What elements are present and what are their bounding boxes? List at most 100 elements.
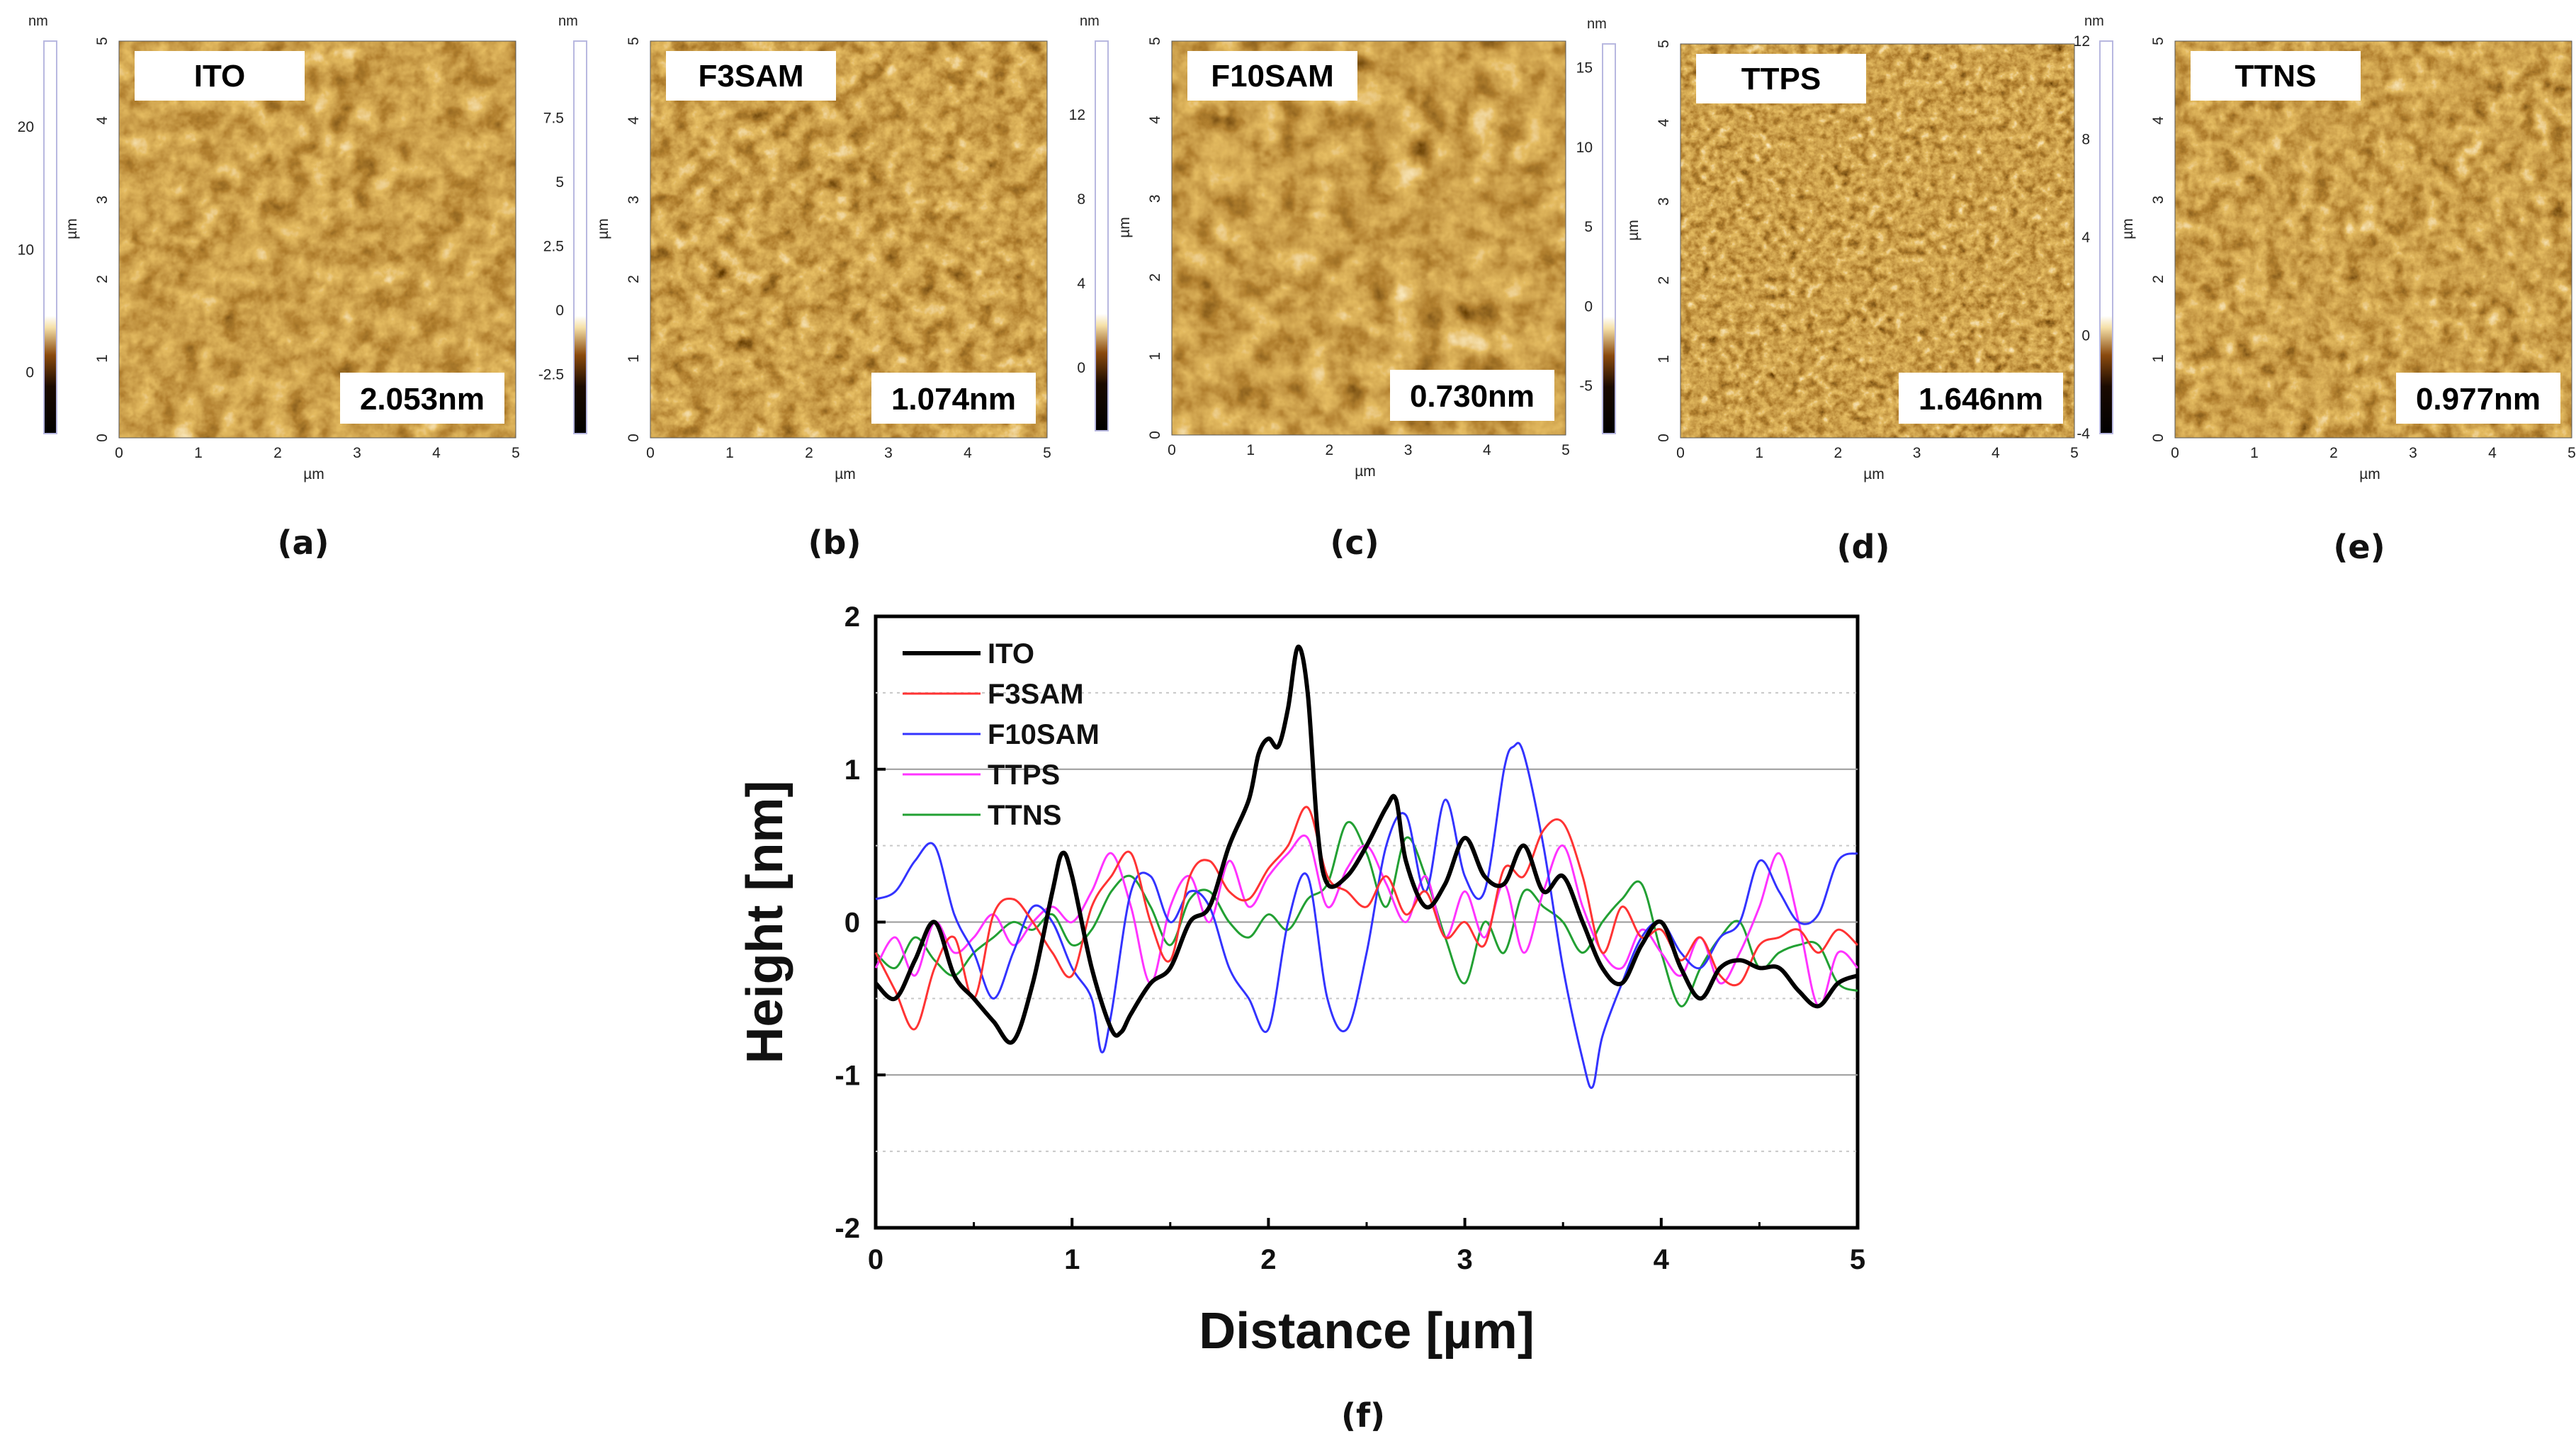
y-axis-unit: µm	[595, 218, 611, 239]
y-tick: 2	[1656, 276, 1672, 285]
panel-label-b: (b)	[808, 524, 862, 562]
y-tick: 4	[94, 116, 111, 125]
x-tick: 4	[1483, 442, 1491, 458]
x-tick: 3	[2409, 445, 2417, 461]
legend: ITO F3SAM F10SAM TTPS TTNS	[903, 638, 1100, 831]
y-tick: 3	[94, 196, 111, 204]
color-scale-d	[1602, 43, 1616, 434]
legend-label: TTNS	[988, 800, 1061, 831]
roughness-c: 0.730nm	[1410, 379, 1535, 414]
y-tick: 1	[1147, 352, 1163, 361]
x-axis-unit: µm	[2359, 466, 2380, 482]
y-tick: 4	[1656, 118, 1672, 127]
scale-tick: 10	[1576, 140, 1593, 156]
x-tick: 0	[2171, 445, 2179, 461]
scale-tick: 10	[18, 242, 34, 258]
legend-label: ITO	[988, 638, 1034, 670]
sample-name-d: TTPS	[1741, 62, 1821, 96]
y-tick: 3	[1656, 198, 1672, 206]
x-axis-unit: µm	[1355, 463, 1376, 480]
y-tick: 4	[626, 116, 642, 125]
x-tick: 5	[2567, 445, 2576, 461]
x-tick: 5	[2070, 445, 2079, 461]
x-tick-label: 2	[1260, 1244, 1276, 1275]
color-scale-e	[2099, 40, 2113, 434]
y-tick: 4	[1147, 115, 1163, 124]
color-scale-a	[43, 40, 57, 434]
x-tick: 0	[115, 445, 123, 461]
height-profile-chart: 0 1 2 3 4 5 -2 -1 0 1 2 ITO F3SAM F10SAM TTPS TTNS Dis…	[737, 601, 1865, 1435]
name-box	[1696, 54, 1866, 103]
y-tick: 5	[94, 37, 111, 45]
x-tick: 4	[2488, 445, 2497, 461]
panel-label-c: (c)	[1330, 524, 1379, 562]
color-scale-b	[573, 40, 587, 434]
scale-unit: nm	[558, 13, 578, 29]
legend-label: TTPS	[988, 759, 1060, 791]
x-tick: 2	[805, 445, 813, 461]
scale-tick: 0	[2081, 328, 2090, 344]
x-axis-unit: µm	[1863, 466, 1885, 482]
x-tick: 4	[964, 445, 972, 461]
scale-tick: 4	[1077, 276, 1085, 292]
y-tick: 5	[626, 37, 642, 45]
scale-tick: 0	[1584, 298, 1593, 315]
x-tick: 4	[1992, 445, 2000, 461]
scale-tick: 12	[1069, 107, 1085, 123]
x-tick: 2	[1326, 442, 1334, 458]
x-tick: 3	[353, 445, 361, 461]
scale-tick: 4	[2081, 230, 2090, 246]
y-tick: 2	[94, 275, 111, 283]
legend-label: F3SAM	[988, 679, 1084, 710]
y-axis-unit: µm	[1117, 217, 1133, 238]
x-tick: 0	[1168, 442, 1176, 458]
y-tick: 1	[1656, 355, 1672, 363]
axis-ticks: 0 1 2 3 4 5 -2 -1 0 1 2	[835, 601, 1865, 1275]
panel-label-f: (f)	[1341, 1396, 1385, 1435]
x-tick-label: 0	[868, 1244, 883, 1275]
series-ito	[874, 645, 1859, 1045]
panel-label-a: (a)	[277, 524, 329, 562]
scale-tick: -5	[1579, 378, 1593, 395]
y-axis-label: Height [nm]	[737, 781, 793, 1064]
sample-name-e: TTNS	[2235, 59, 2317, 94]
panel-label-d: (d)	[1837, 528, 1890, 566]
afm-image-e	[2175, 41, 2572, 438]
x-tick-label: 3	[1457, 1244, 1472, 1275]
x-axis-unit: µm	[303, 466, 324, 482]
scale-tick: 8	[1077, 191, 1085, 208]
x-tick: 3	[1913, 445, 1921, 461]
afm-image-d	[1680, 44, 2074, 438]
y-tick: 4	[2150, 116, 2167, 125]
afm-image-a	[119, 41, 516, 438]
scale-tick: 20	[18, 119, 34, 135]
scale-unit: nm	[2084, 13, 2104, 29]
roughness-box	[871, 373, 1036, 424]
x-tick: 5	[1043, 445, 1051, 461]
afm-image-c	[1172, 41, 1566, 435]
y-tick-label: 1	[844, 755, 860, 786]
y-tick: 1	[94, 354, 111, 363]
x-tick: 1	[1246, 442, 1255, 458]
scale-tick: 0	[26, 364, 34, 380]
y-tick: 1	[2150, 354, 2167, 363]
y-tick-label: -1	[835, 1060, 860, 1091]
x-tick: 3	[1404, 442, 1413, 458]
y-tick: 0	[2150, 434, 2167, 442]
scale-tick: 0	[555, 303, 564, 319]
x-tick: 3	[884, 445, 893, 461]
scale-unit: nm	[1080, 13, 1100, 29]
x-axis-unit: µm	[835, 466, 856, 482]
x-tick-label: 5	[1850, 1244, 1865, 1275]
scale-tick: 2.5	[543, 239, 564, 255]
y-tick: 2	[2150, 275, 2167, 283]
name-box	[135, 51, 305, 101]
y-axis-unit: µm	[1625, 220, 1642, 241]
x-tick: 2	[273, 445, 282, 461]
y-tick: 3	[1147, 195, 1163, 203]
sample-name-b: F3SAM	[698, 59, 803, 94]
name-box	[1187, 51, 1357, 101]
